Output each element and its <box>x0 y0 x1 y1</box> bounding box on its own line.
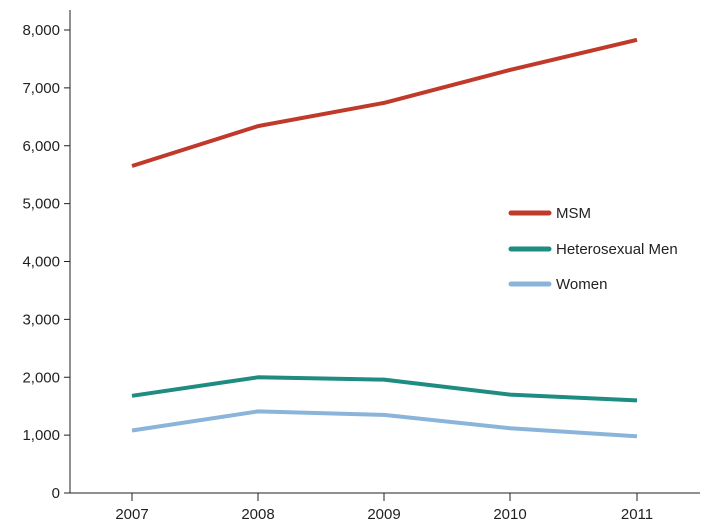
legend: MSM Heterosexual Men Women <box>508 205 678 293</box>
y-tick-label: 4,000 <box>22 254 60 271</box>
x-tick-label: 2009 <box>367 506 400 523</box>
y-tick-label: 7,000 <box>22 80 60 97</box>
series-line-women <box>131 409 638 439</box>
legend-label-msm: MSM <box>556 205 591 222</box>
x-tick-label: 2011 <box>621 506 653 523</box>
series-line-heterosexual-men <box>131 375 638 403</box>
y-tick-label: 3,000 <box>22 311 60 328</box>
y-tick-label: 6,000 <box>22 138 60 155</box>
axes <box>69 10 700 494</box>
x-tick-label: 2008 <box>241 506 274 523</box>
legend-label-heterosexual-men: Heterosexual Men <box>556 241 678 258</box>
y-tick-label: 1,000 <box>22 427 60 444</box>
y-tick-label: 8,000 <box>22 22 60 39</box>
legend-label-women: Women <box>556 276 607 293</box>
y-tick-label: 2,000 <box>22 369 60 386</box>
x-tick-label: 2007 <box>115 506 148 523</box>
x-axis-ticks: 2007 2008 2009 2010 2011 <box>115 493 653 523</box>
y-tick-label: 5,000 <box>22 196 60 213</box>
x-tick-label: 2010 <box>493 506 526 523</box>
series-lines <box>131 37 638 439</box>
series-line-msm <box>131 37 638 168</box>
y-tick-label: 0 <box>52 485 60 502</box>
y-axis-ticks: 0 1,000 2,000 3,000 4,000 5,000 6,000 7,000 8,00… <box>22 22 70 502</box>
